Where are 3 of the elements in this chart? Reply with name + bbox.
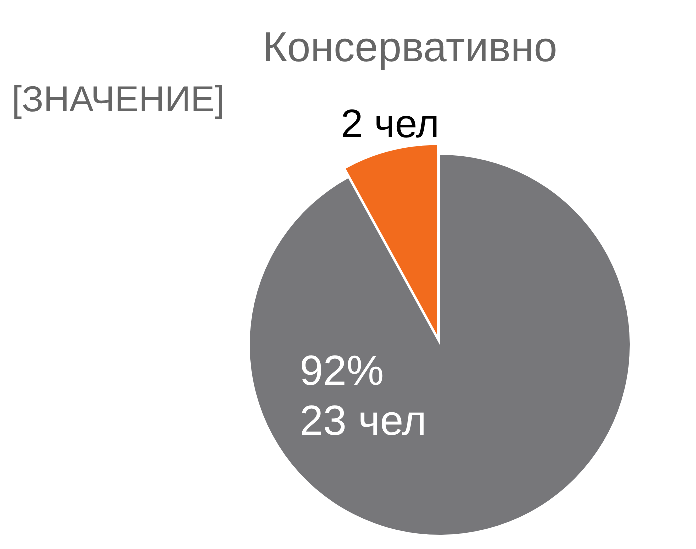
- data-label: 92% 23 чел: [300, 347, 427, 444]
- slice-label: Консервативно: [262, 23, 558, 70]
- text: [ЗНАЧЕНИЕ] 2 чел: [12, 78, 440, 146]
